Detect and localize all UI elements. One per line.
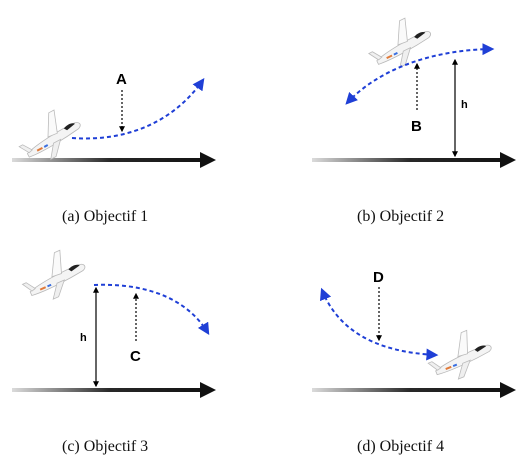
ground-arrow [312,152,516,168]
point-label-b: B [411,118,422,135]
point-label-a: A [116,71,127,88]
trajectory-arrow [345,43,495,105]
trajectory-arrow [93,283,210,336]
panel-c: C h (c) Objectif 3 [12,243,216,455]
ground-arrow [12,152,216,168]
caption-b: (b) Objectif 2 [357,208,444,225]
height-label: h [80,332,87,344]
airplane-icon [421,323,499,388]
panel-d: D (d) Objectif 4 [312,269,516,455]
panel-b: B h (b) Objectif 2 [312,10,516,225]
ground-arrow [312,382,516,398]
caption-d: (d) Objectif 4 [357,438,444,455]
point-label-d: D [373,269,384,286]
airplane-icon [15,243,93,309]
height-label: h [461,99,468,111]
ground-arrow [12,382,216,398]
trajectory-arrow [71,78,205,140]
caption-a: (a) Objectif 1 [62,208,148,225]
point-label-c: C [130,348,141,365]
trajectory-arrow [320,287,439,361]
panel-a: A (a) Objectif 1 [11,71,216,225]
caption-c: (c) Objectif 3 [62,438,148,455]
